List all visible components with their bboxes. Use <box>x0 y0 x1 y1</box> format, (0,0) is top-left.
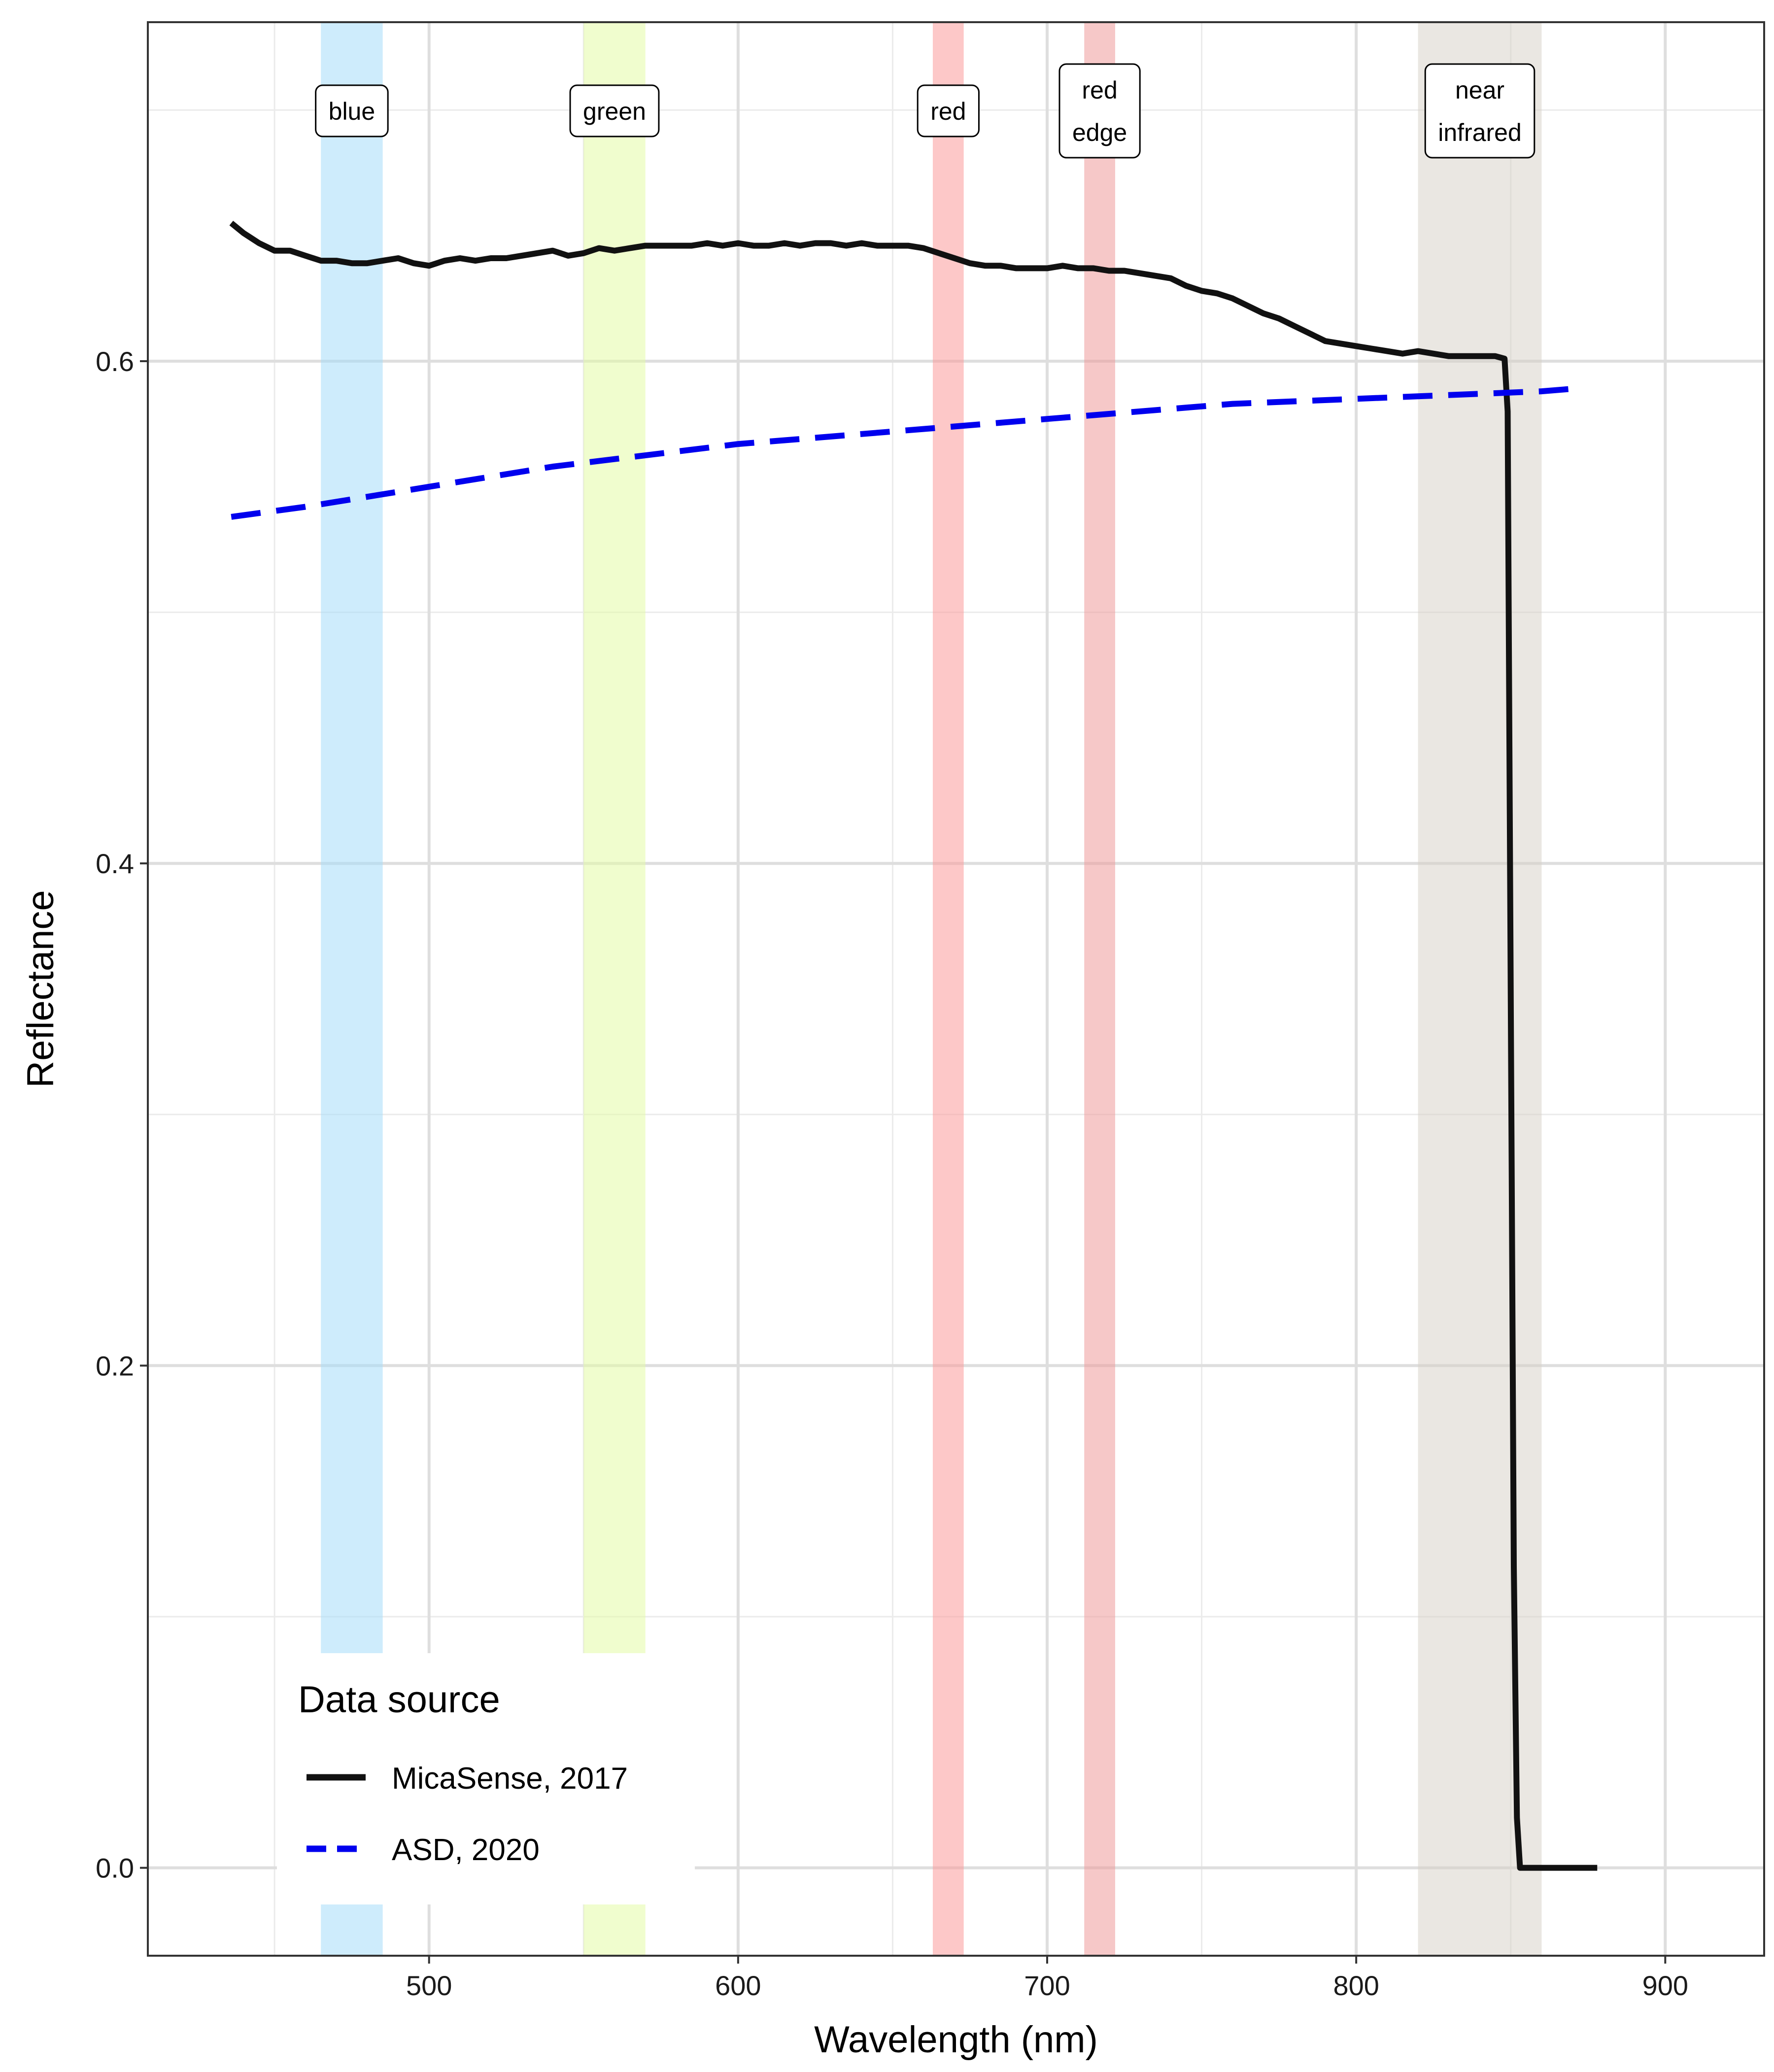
legend-title: Data source <box>298 1679 500 1721</box>
plot-panel-border <box>147 21 1765 1957</box>
x-tick-label: 700 <box>1024 1970 1070 2001</box>
x-tick-label: 600 <box>715 1970 761 2001</box>
band-label-blue: blue <box>315 84 389 137</box>
x-tick-label: 800 <box>1333 1970 1379 2001</box>
series-line-micasense <box>229 221 1598 1871</box>
band-label-box <box>1424 63 1535 159</box>
band-label-text: infrared <box>1438 119 1522 146</box>
band-label-red-edge: red edge <box>1058 63 1141 159</box>
band-0-blue <box>321 22 383 1956</box>
band-label-text: red <box>930 98 966 125</box>
band-label-box <box>569 84 660 137</box>
band-label-box <box>917 84 980 137</box>
series-lines <box>229 221 1598 1871</box>
band-label-text: near <box>1455 76 1504 104</box>
band-4-near-infrared <box>1418 22 1542 1956</box>
legend-label-asd: ASD, 2020 <box>392 1833 540 1867</box>
y-tick-label: 0.2 <box>96 1350 134 1381</box>
series-line-asd <box>231 386 1573 520</box>
x-tick-label: 900 <box>1642 1970 1688 2001</box>
band-label-text: green <box>583 98 646 125</box>
x-axis-title: Wavelength (nm) <box>814 2019 1098 2061</box>
band-label-box <box>1058 63 1141 159</box>
band-label-green: green <box>569 84 660 137</box>
y-tick-label: 0.0 <box>96 1853 134 1884</box>
band-label-red: red <box>917 84 980 137</box>
axes: 500 600 700 800 900 0.0 0.2 0.4 0.6 <box>96 346 1688 2001</box>
y-tick-label: 0.4 <box>96 848 134 879</box>
band-2-red <box>932 22 964 1956</box>
band-labels: blue green red red edge near infrared <box>315 63 1535 159</box>
y-tick-label: 0.6 <box>96 346 134 377</box>
band-label-near-infrared: near infrared <box>1424 63 1535 159</box>
band-label-text: blue <box>329 98 375 125</box>
band-label-text: red <box>1082 76 1117 104</box>
x-tick-label: 500 <box>406 1970 452 2001</box>
y-axis-title: Reflectance <box>20 890 62 1087</box>
band-1-green <box>583 22 646 1956</box>
spectral-bands <box>321 22 1542 1956</box>
legend: Data source MicaSense, 2017 ASD, 2020 <box>277 1653 695 1904</box>
band-3-red-edge <box>1084 22 1115 1956</box>
legend-label-micasense: MicaSense, 2017 <box>392 1762 628 1796</box>
band-label-text: edge <box>1072 119 1127 146</box>
band-label-box <box>315 84 389 137</box>
